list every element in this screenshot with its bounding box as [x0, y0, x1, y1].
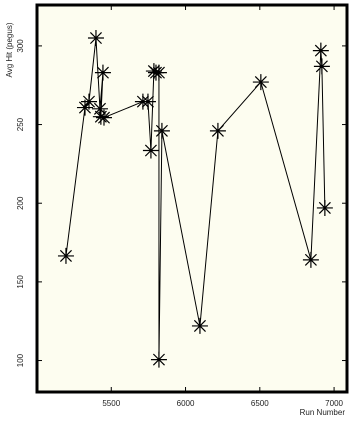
asterisk-marker: [312, 42, 329, 59]
asterisk-marker: [139, 93, 156, 110]
asterisk-marker: [313, 58, 330, 75]
x-tick-label: 7000: [325, 399, 343, 408]
asterisk-marker: [92, 108, 109, 125]
asterisk-marker: [57, 247, 74, 264]
asterisk-marker: [191, 317, 208, 334]
asterisk-marker: [316, 199, 333, 216]
asterisk-marker: [150, 64, 167, 81]
x-tick-label: 5500: [102, 399, 120, 408]
asterisk-marker: [76, 99, 93, 116]
plot-area: [37, 5, 347, 392]
x-axis-label: Run Number: [300, 408, 346, 417]
x-tick-label: 6500: [251, 399, 269, 408]
y-tick-label: 150: [16, 275, 25, 289]
asterisk-marker: [94, 64, 111, 81]
asterisk-marker: [80, 93, 97, 110]
asterisk-marker: [87, 30, 104, 47]
asterisk-marker: [91, 100, 108, 117]
asterisk-marker: [153, 122, 170, 139]
y-tick-label: 300: [16, 39, 25, 53]
asterisk-marker: [95, 109, 112, 126]
x-tick-label: 6000: [177, 399, 195, 408]
plot-frame: [35, 3, 349, 394]
asterisk-marker: [150, 351, 167, 368]
y-axis-label: Avg Hit (pegus): [5, 22, 14, 77]
asterisk-marker: [209, 122, 226, 139]
asterisk-marker: [302, 251, 319, 268]
y-tick-label: 200: [16, 196, 25, 210]
y-tick-label: 100: [16, 353, 25, 367]
y-tick-label: 250: [16, 117, 25, 131]
asterisk-marker: [252, 74, 269, 91]
asterisk-marker: [142, 142, 159, 159]
